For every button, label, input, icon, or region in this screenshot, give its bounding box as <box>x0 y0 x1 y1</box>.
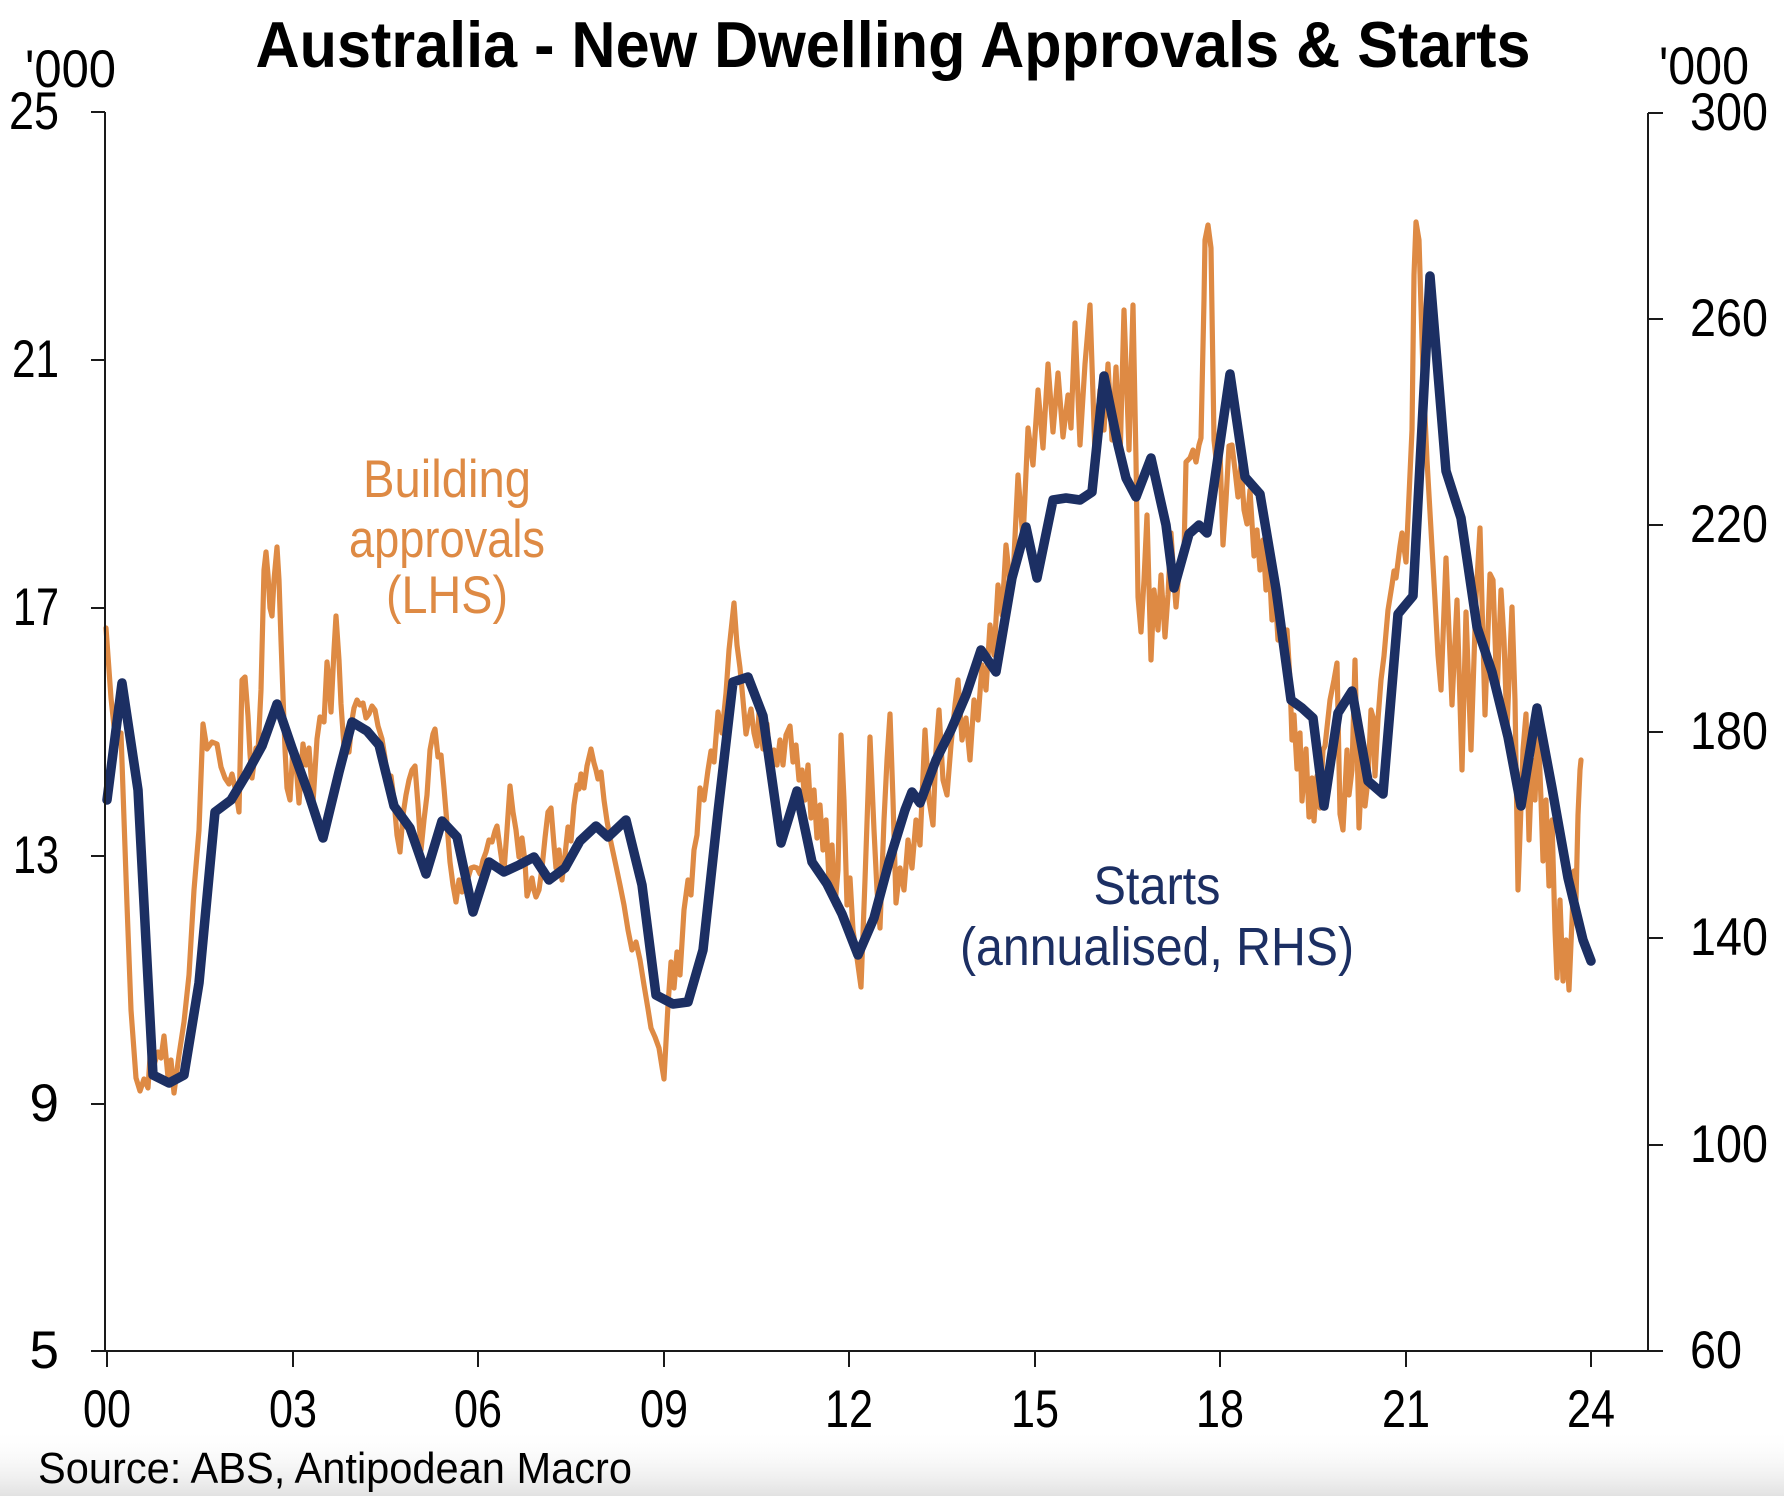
svg-text:06: 06 <box>454 1380 502 1439</box>
svg-text:'000: '000 <box>25 40 116 99</box>
svg-text:9: 9 <box>30 1074 59 1133</box>
svg-text:260: 260 <box>1690 289 1768 348</box>
svg-text:00: 00 <box>83 1380 131 1439</box>
svg-text:approvals: approvals <box>349 510 545 569</box>
svg-text:21: 21 <box>12 330 59 389</box>
svg-text:13: 13 <box>13 826 59 885</box>
svg-text:17: 17 <box>13 578 59 637</box>
svg-text:18: 18 <box>1196 1380 1244 1439</box>
svg-text:100: 100 <box>1690 1115 1768 1174</box>
svg-text:09: 09 <box>640 1380 688 1439</box>
svg-text:220: 220 <box>1690 495 1768 554</box>
svg-text:Building: Building <box>363 450 531 509</box>
svg-text:5: 5 <box>30 1321 59 1380</box>
svg-text:25: 25 <box>9 82 59 141</box>
svg-text:12: 12 <box>825 1380 873 1439</box>
svg-text:Starts: Starts <box>1094 856 1221 916</box>
svg-text:Australia - New Dwelling Appro: Australia - New Dwelling Approvals & Sta… <box>256 8 1531 81</box>
svg-text:'000: '000 <box>1659 37 1749 96</box>
svg-text:03: 03 <box>269 1380 317 1439</box>
svg-text:Source: ABS, Antipodean Macro: Source: ABS, Antipodean Macro <box>38 1444 632 1493</box>
svg-text:21: 21 <box>1382 1380 1430 1439</box>
svg-text:300: 300 <box>1690 83 1768 142</box>
svg-text:(LHS): (LHS) <box>386 566 508 625</box>
svg-text:60: 60 <box>1690 1321 1742 1380</box>
svg-text:180: 180 <box>1690 702 1768 761</box>
svg-text:15: 15 <box>1011 1380 1059 1439</box>
svg-text:(annualised, RHS): (annualised, RHS) <box>960 917 1354 977</box>
svg-text:24: 24 <box>1567 1380 1615 1439</box>
svg-text:140: 140 <box>1690 908 1768 967</box>
